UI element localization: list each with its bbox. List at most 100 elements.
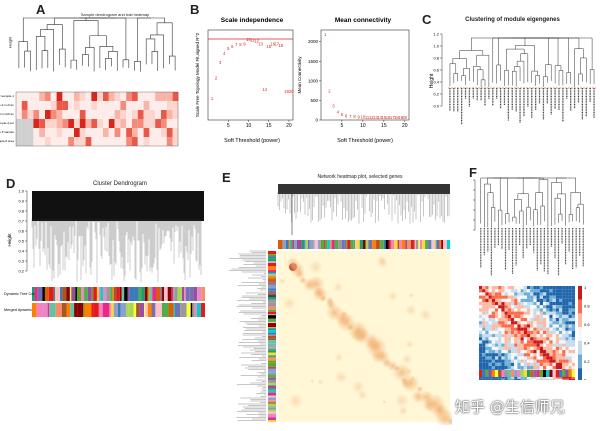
dendro-branch xyxy=(35,36,46,71)
adj-cell xyxy=(514,324,518,328)
top-band xyxy=(347,240,351,249)
top-band xyxy=(436,240,439,249)
adj-cell xyxy=(562,350,566,354)
c-branch xyxy=(543,76,548,88)
adj-cell xyxy=(527,362,531,366)
merged-band xyxy=(190,303,193,317)
f-band xyxy=(539,370,543,377)
y-tick-label: 1000 xyxy=(308,78,319,83)
adj-cell xyxy=(527,286,531,290)
heat-cell xyxy=(62,110,69,119)
dynamic-cut-band xyxy=(147,287,150,301)
dendro-branch xyxy=(18,41,28,69)
adj-cell xyxy=(517,375,521,379)
adj-cell xyxy=(495,334,499,338)
offdiag-spot xyxy=(401,354,413,365)
x-axis-label: Soft Threshold (power) xyxy=(224,138,280,144)
left-band xyxy=(268,282,276,285)
adj-cell xyxy=(549,340,553,344)
adj-cell xyxy=(536,314,540,318)
data-point: 19 xyxy=(398,115,403,120)
adj-cell xyxy=(549,343,553,347)
top-band xyxy=(323,240,326,249)
adj-cell xyxy=(498,337,502,341)
adj-cell xyxy=(514,359,518,363)
data-point: 11 xyxy=(365,115,370,120)
offdiag-spot xyxy=(357,390,368,400)
heat-cell xyxy=(143,110,150,119)
heat-cell xyxy=(79,137,86,146)
adj-cell xyxy=(530,346,534,350)
adj-cell xyxy=(501,286,505,290)
adj-cell xyxy=(546,350,550,354)
adj-cell xyxy=(546,308,550,312)
adj-cell xyxy=(485,362,489,366)
dendro-branch xyxy=(108,50,118,71)
adj-cell xyxy=(495,362,499,366)
adj-cell xyxy=(543,324,547,328)
merged-band xyxy=(109,303,111,317)
f-band xyxy=(507,370,511,377)
heat-cell xyxy=(103,92,109,101)
merged-band xyxy=(147,303,152,317)
offdiag-spot xyxy=(308,260,323,274)
dynamic-cut-band xyxy=(129,287,135,301)
adj-cell xyxy=(520,362,524,366)
adj-cell xyxy=(488,353,492,357)
scale-step xyxy=(578,340,582,355)
adj-cell xyxy=(498,378,502,380)
adj-cell xyxy=(501,327,505,331)
heat-cell xyxy=(103,137,109,146)
heat-cell xyxy=(33,92,40,101)
left-band xyxy=(268,409,276,412)
heat-cell xyxy=(149,128,156,137)
top-band xyxy=(443,240,447,249)
dynamic-cut-band xyxy=(119,287,122,301)
top-band xyxy=(394,240,398,249)
heat-cell xyxy=(120,101,127,110)
adj-cell xyxy=(479,292,483,296)
adj-cell xyxy=(507,286,511,290)
adj-cell xyxy=(523,343,527,347)
x-tick-label: 5 xyxy=(227,123,230,129)
dynamic-cut-band xyxy=(84,287,88,301)
scale-label: 0.2 xyxy=(584,359,590,364)
adj-cell xyxy=(514,346,518,350)
adj-cell xyxy=(555,327,559,331)
f-branch xyxy=(519,210,524,228)
adj-cell xyxy=(555,314,559,318)
heat-cell xyxy=(114,92,121,101)
f-branch xyxy=(570,192,581,215)
row-label-merged: Merged dynamic xyxy=(4,308,32,312)
adj-cell xyxy=(562,343,566,347)
top-band xyxy=(296,240,300,249)
dynamic-cut-band xyxy=(55,287,61,301)
adj-cell xyxy=(517,324,521,328)
adj-cell xyxy=(555,324,559,328)
adj-cell xyxy=(482,321,486,325)
adj-cell xyxy=(571,308,575,312)
adj-cell xyxy=(504,302,508,306)
adj-cell xyxy=(485,305,489,309)
adj-cell xyxy=(559,321,563,325)
dynamic-cut-band xyxy=(189,287,194,301)
adj-cell xyxy=(536,311,540,315)
adj-cell xyxy=(523,314,527,318)
adj-cell xyxy=(527,375,531,379)
adj-cell xyxy=(546,330,550,334)
heat-cell xyxy=(91,110,98,119)
adj-cell xyxy=(555,378,559,380)
merged-band xyxy=(102,303,110,317)
top-band xyxy=(279,240,283,249)
adj-cell xyxy=(571,334,575,338)
top-band xyxy=(307,240,310,249)
trait-label: T-sample-6 area xyxy=(0,139,14,143)
heat-cell xyxy=(166,110,173,119)
offdiag-spot xyxy=(287,393,304,409)
heat-cell xyxy=(74,110,80,119)
c-branch xyxy=(506,48,525,71)
adj-cell xyxy=(539,311,543,315)
heat-cell xyxy=(39,110,45,119)
left-band xyxy=(268,296,276,300)
left-band xyxy=(268,338,276,341)
